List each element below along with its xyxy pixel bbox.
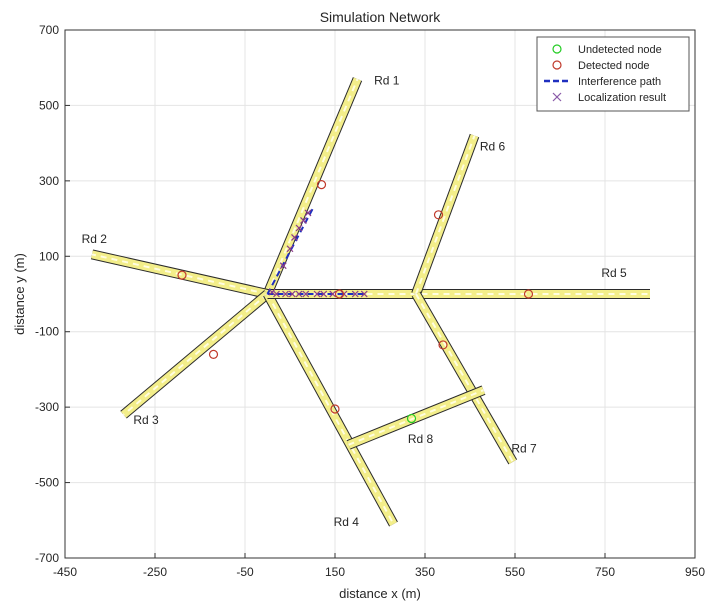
localization-marker <box>273 290 280 298</box>
legend: Undetected node Detected node Interference… <box>536 36 690 112</box>
localization-marker <box>320 290 328 298</box>
detected-node <box>330 404 340 414</box>
interference-paths <box>266 208 367 295</box>
cross-stroke <box>304 209 312 217</box>
road-centerline <box>266 78 359 295</box>
y-axis-label: distance y (m) <box>12 253 27 335</box>
y-tick-label: -700 <box>35 551 59 565</box>
chart-title: Simulation Network <box>320 9 442 25</box>
cross-stroke <box>279 262 287 270</box>
localization-marker <box>329 290 337 298</box>
cross-stroke <box>291 234 298 241</box>
x-tick-label: 150 <box>325 565 345 579</box>
detected-node <box>208 349 219 359</box>
y-tick-label: 300 <box>39 174 59 188</box>
cross-stroke <box>300 217 307 224</box>
legend-marker <box>552 60 562 70</box>
y-tick-label: 700 <box>39 23 59 37</box>
road-label: Rd 6 <box>480 140 506 154</box>
localization-marker <box>288 290 296 298</box>
undetected-node <box>406 413 417 424</box>
interference-path <box>266 208 314 295</box>
y-tick-label: -100 <box>35 325 59 339</box>
sensor-nodes <box>177 180 534 424</box>
road-labels: Rd 1 Rd 2 Rd 3 Rd 4 Rd 5 Rd 6 Rd 7 Rd 8 <box>82 74 627 529</box>
road-centerline <box>91 253 268 295</box>
legend-label: Localization result <box>578 92 666 104</box>
localization-marker <box>286 245 294 253</box>
localization-marker <box>302 290 310 298</box>
x-tick-label: 950 <box>685 565 705 579</box>
localization-marker <box>282 290 289 298</box>
road-label: Rd 1 <box>374 74 400 88</box>
road-label: Rd 8 <box>408 432 434 446</box>
detected-node <box>316 180 327 190</box>
localization-results <box>268 209 368 298</box>
legend-marker <box>552 44 562 54</box>
legend-marker <box>552 92 562 102</box>
road-label: Rd 2 <box>82 232 108 246</box>
localization-marker <box>268 288 276 296</box>
detected-node <box>433 210 444 220</box>
localization-marker <box>304 209 312 217</box>
y-tick-label: 500 <box>39 98 59 112</box>
detected-node <box>438 340 448 350</box>
localization-marker <box>300 217 307 224</box>
cross-stroke <box>351 290 359 298</box>
legend-label: Detected node <box>578 60 650 72</box>
localization-marker <box>360 290 368 298</box>
cross-stroke <box>286 245 294 253</box>
x-tick-label: -450 <box>53 565 77 579</box>
cross-stroke <box>329 290 337 298</box>
localization-marker <box>351 290 359 298</box>
road-centerline <box>348 389 484 446</box>
localization-marker <box>291 234 298 241</box>
road-surface <box>412 292 517 464</box>
road-label: Rd 7 <box>511 441 537 455</box>
legend-box <box>536 36 690 112</box>
localization-marker <box>295 224 303 232</box>
road-label: Rd 5 <box>601 266 627 280</box>
y-tick-label: 100 <box>39 249 59 263</box>
detected-node <box>334 289 345 299</box>
x-axis-label: distance x (m) <box>339 586 421 601</box>
cross-stroke <box>273 290 280 298</box>
cross-stroke <box>282 290 289 298</box>
x-tick-label: 350 <box>415 565 435 579</box>
y-tick-label: -500 <box>35 476 59 490</box>
road-label: Rd 3 <box>133 413 159 427</box>
road-centerline <box>122 293 269 416</box>
y-tick-label: -300 <box>35 400 59 414</box>
x-tick-label: -250 <box>143 565 167 579</box>
cross-stroke <box>295 224 303 232</box>
road-surface <box>412 134 479 296</box>
localization-marker <box>313 290 321 298</box>
plot-frame <box>64 29 696 559</box>
x-tick-label: 550 <box>505 565 525 579</box>
detected-node <box>523 289 534 299</box>
cross-stroke <box>302 290 310 298</box>
cross-stroke <box>295 290 303 298</box>
detected-node <box>177 270 187 280</box>
cross-stroke <box>320 290 328 298</box>
legend-label: Interference path <box>578 76 661 88</box>
axis-ticks: -450 -250 -50 150 350 550 750 950 -700 -500 -300 -1… <box>35 23 705 579</box>
cross-stroke <box>288 290 296 298</box>
localization-marker <box>279 262 287 270</box>
x-tick-label: -50 <box>236 565 254 579</box>
legend-label: Undetected node <box>578 44 662 56</box>
cross-stroke <box>360 290 368 298</box>
cross-stroke <box>268 288 276 296</box>
localization-marker <box>295 290 303 298</box>
x-tick-label: 750 <box>595 565 615 579</box>
cross-stroke <box>313 290 321 298</box>
road-label: Rd 4 <box>334 515 360 529</box>
